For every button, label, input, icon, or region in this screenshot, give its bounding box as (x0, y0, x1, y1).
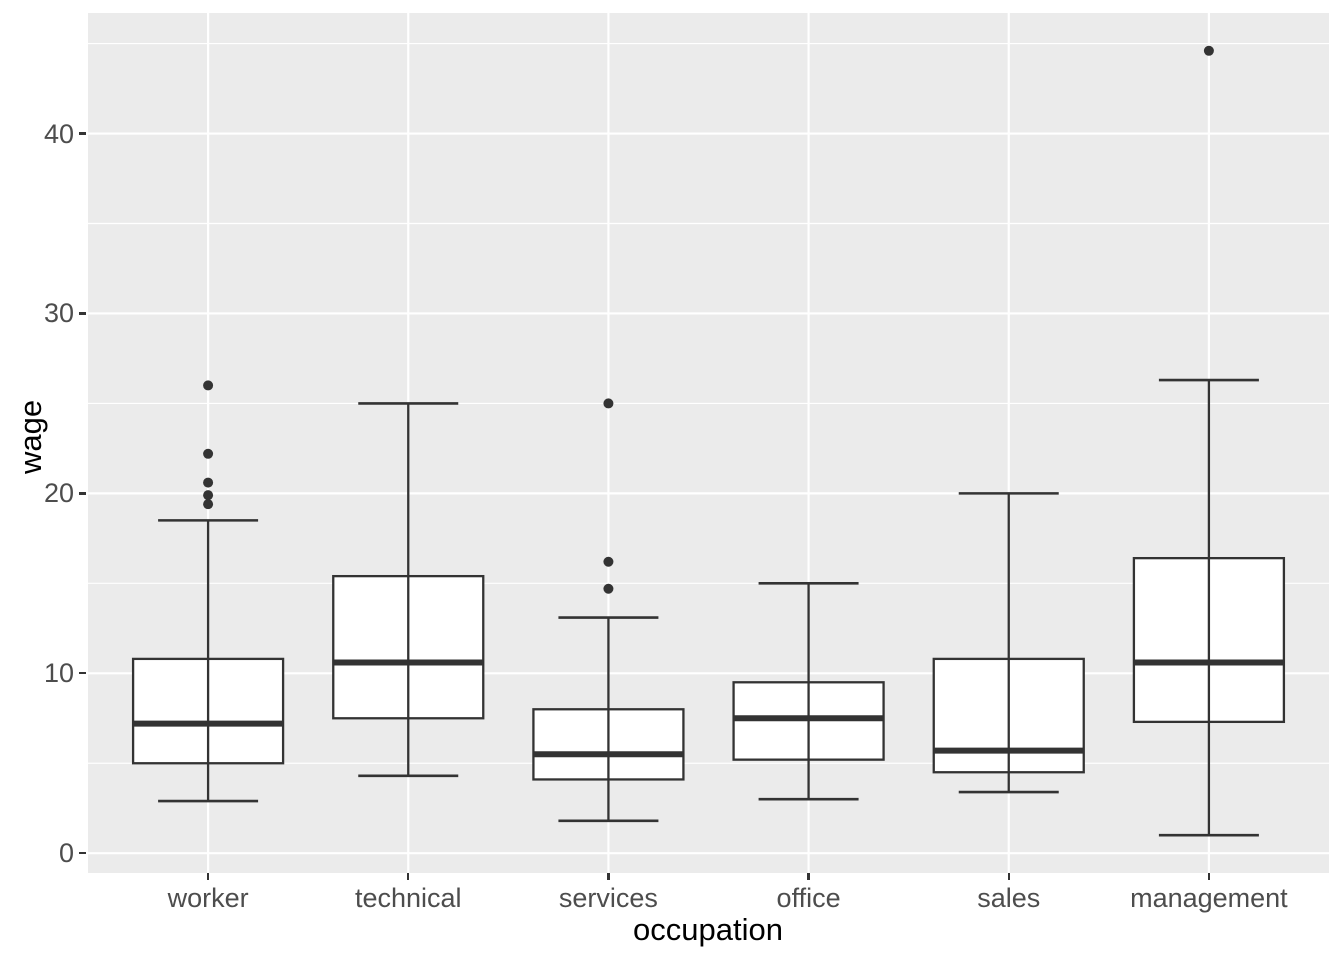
y-tick-mark (79, 312, 86, 315)
y-tick-mark (79, 852, 86, 855)
x-tick-mark (407, 873, 410, 880)
y-tick-label: 30 (43, 298, 74, 329)
outlier-point (203, 448, 214, 459)
panel-background (88, 13, 1329, 873)
y-tick-mark (79, 672, 86, 675)
y-tick-mark (79, 132, 86, 135)
y-axis-title: wage (13, 399, 48, 475)
x-axis-title: occupation (633, 912, 783, 947)
outlier-point (203, 477, 214, 488)
x-tick-mark (807, 873, 810, 880)
x-tick-mark (607, 873, 610, 880)
outlier-point (1203, 45, 1214, 56)
outlier-point (603, 556, 614, 567)
y-tick-mark (79, 492, 86, 495)
chart-panel (88, 13, 1329, 873)
x-tick-mark (1207, 873, 1211, 880)
x-tick-label: office (776, 883, 841, 913)
x-tick-label: sales (977, 883, 1041, 913)
outlier-point (203, 499, 214, 510)
outlier-point (603, 398, 614, 409)
outlier-point (203, 490, 214, 501)
outlier-point (603, 583, 614, 594)
boxplot-svg (88, 13, 1329, 873)
y-tick-label: 10 (43, 658, 74, 689)
y-tick-label: 40 (43, 118, 74, 149)
x-tick-mark (1007, 873, 1010, 880)
x-tick-label: services (558, 883, 658, 913)
x-tick-label: worker (167, 883, 249, 913)
x-tick-label: management (1130, 883, 1288, 913)
x-tick-label: technical (354, 883, 462, 913)
y-tick-label: 0 (58, 838, 74, 869)
x-tick-mark (206, 873, 210, 880)
y-tick-label: 20 (43, 478, 74, 509)
outlier-point (203, 380, 214, 391)
